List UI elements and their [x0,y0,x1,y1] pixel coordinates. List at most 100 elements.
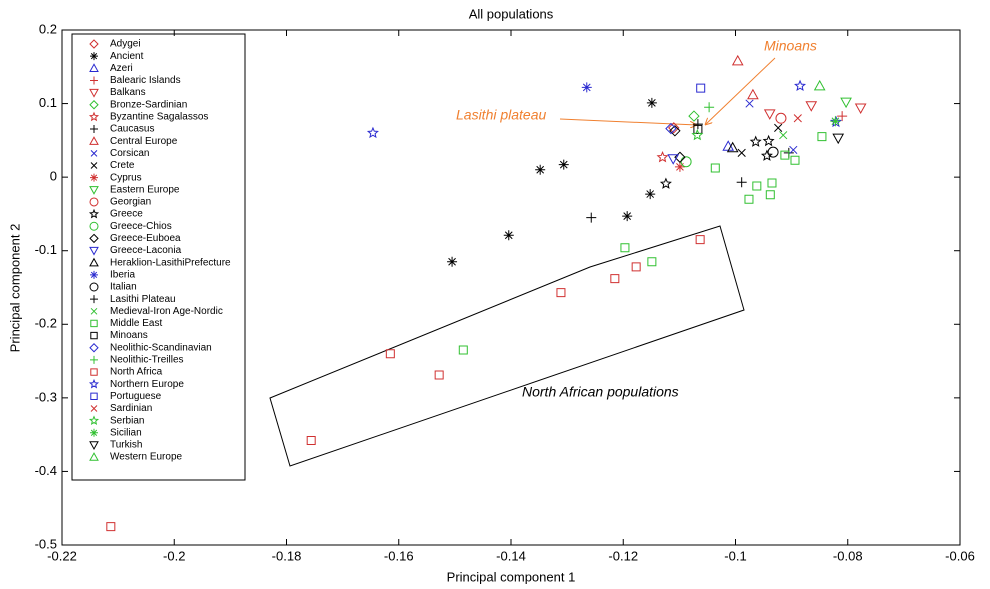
point [793,114,802,123]
legend-label: Iberia [110,269,135,280]
point [610,274,620,284]
legend-marker [89,100,99,110]
legend-label: North Africa [110,367,163,378]
legend-label: Azeri [110,63,133,74]
point [840,97,852,109]
legend-label: Middle East [110,318,162,329]
point [692,119,703,130]
legend-label: Bronze-Sardinian [110,99,187,110]
legend-marker [90,392,98,401]
point [780,150,790,160]
legend-label: Serbian [110,415,144,426]
point [830,116,841,127]
point [695,235,705,245]
x-axis-label: Principal component 1 [447,569,576,584]
legend-marker [88,208,100,219]
legend-marker [90,405,98,412]
x-tick-label: -0.12 [608,548,638,563]
x-tick-label: -0.1 [724,548,746,563]
point [722,140,735,151]
legend-label: Georgian [110,197,151,208]
point [837,111,848,122]
legend-marker [90,295,98,304]
point [366,126,379,139]
y-tick-label: 0.1 [39,95,57,110]
point [832,133,845,145]
x-tick-label: -0.18 [272,548,302,563]
legend-marker [90,307,98,315]
point [306,436,316,446]
point [535,164,546,175]
legend-marker [89,452,99,461]
legend-label: Medieval-Iron Age-Nordic [110,306,223,317]
legend-marker [89,441,99,450]
point [558,159,569,170]
x-tick-label: -0.2 [163,548,185,563]
legend-marker [89,246,99,256]
region-box [269,225,745,467]
point [586,212,597,223]
legend-label: Northern Europe [110,379,184,390]
point [790,155,800,165]
point [674,161,685,172]
point [817,132,827,142]
point [736,177,747,188]
legend-label: Italian [110,282,137,293]
point [668,122,680,134]
legend-label: Heraklion-LasithiPrefecture [110,257,231,268]
y-axis-label: Principal component 2 [7,224,22,353]
point [385,349,395,359]
legend-label: Adygei [110,39,141,50]
legend-marker [89,186,99,195]
legend-marker [89,197,99,207]
legend-label: Byzantine Sagalassos [110,112,208,123]
legend-marker [88,111,100,122]
point [779,131,788,140]
point [665,122,677,135]
legend-label: Lasithi Plateau [110,294,176,305]
point [696,83,706,93]
legend-marker [90,149,98,157]
point [726,141,739,153]
point [688,110,700,122]
legend-marker [90,368,98,376]
legend-label: Greece-Chios [110,221,172,232]
point [691,128,704,141]
legend-label: Sicilian [110,427,142,438]
legend-label: Eastern Europe [110,184,180,195]
legend-marker [89,257,99,267]
point [503,230,514,241]
point [805,101,818,112]
point [747,88,759,100]
point [434,370,444,380]
legend-marker [90,331,98,340]
legend-marker [90,125,98,134]
legend-label: Neolithic-Scandinavian [110,342,212,353]
legend-label: Neolithic-Treilles [110,355,184,366]
legend-label: Portuguese [110,391,162,402]
point [767,146,779,158]
annotation: North African populations [522,384,679,400]
arrow [705,57,776,125]
point [762,134,775,147]
legend-marker [90,76,98,85]
legend-label: Minoans [110,330,148,341]
point [680,156,692,168]
legend-marker [90,428,98,437]
legend-marker [90,52,98,61]
legend-marker [88,415,100,425]
point [731,54,744,66]
point [620,243,630,253]
legend-marker [89,282,99,292]
x-tick-label: -0.16 [384,548,414,563]
legend-label: Greece-Laconia [110,245,182,256]
legend-marker [89,63,99,72]
arrow [559,118,697,125]
x-tick-label: -0.06 [945,548,975,563]
point [744,194,754,204]
y-tick-label: -0.3 [35,389,57,404]
x-tick-label: -0.08 [833,548,863,563]
point [854,103,867,115]
legend-label: Central Europe [110,136,178,147]
y-tick-label: -0.2 [35,316,57,331]
